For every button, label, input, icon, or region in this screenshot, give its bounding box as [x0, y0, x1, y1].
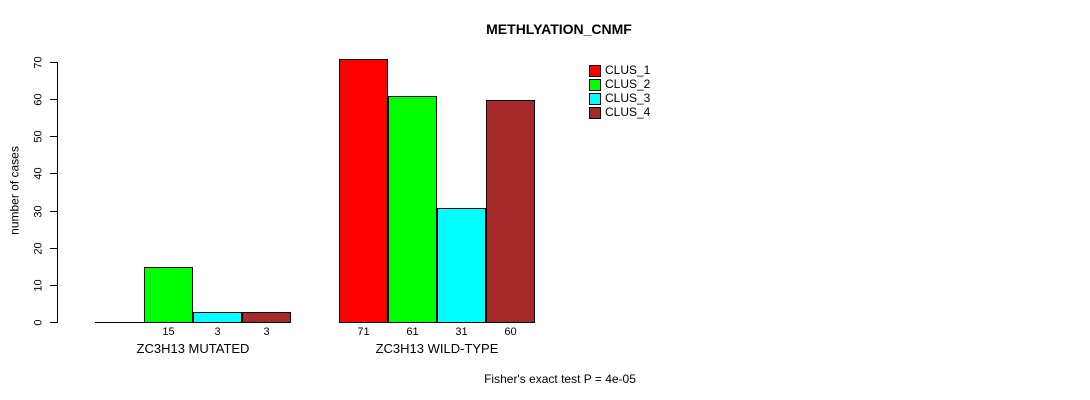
legend-label-clus-2: CLUS_2: [605, 77, 651, 91]
bar-value-label: 61: [406, 326, 419, 338]
y-axis-tick: [50, 322, 57, 323]
bar-clus-3-zc3h13-wild-type: [437, 208, 486, 323]
y-axis-tick-label: 50: [32, 130, 45, 143]
legend-swatch-clus-3: [589, 93, 601, 105]
y-axis-tick-label: 40: [32, 167, 45, 180]
x-group-label-zc3h13-mutated: ZC3H13 MUTATED: [136, 341, 250, 356]
legend-label-clus-3: CLUS_3: [605, 91, 651, 105]
y-axis-tick-label: 20: [32, 242, 45, 255]
bar-value-label: 60: [504, 326, 517, 338]
y-axis-tick-label: 60: [32, 93, 45, 106]
bar-clus-1-zc3h13-mutated: [95, 322, 144, 323]
y-axis-tick: [50, 248, 57, 249]
y-axis-tick: [50, 136, 57, 137]
y-axis-tick: [50, 285, 57, 286]
y-axis-tick-label: 70: [32, 56, 45, 69]
legend-label-clus-1: CLUS_1: [605, 63, 651, 77]
y-axis-tick-label: 30: [32, 205, 45, 218]
legend-swatch-clus-4: [589, 107, 601, 119]
bar-clus-2-zc3h13-wild-type: [388, 96, 437, 323]
bar-clus-2-zc3h13-mutated: [144, 267, 193, 323]
y-axis-tick: [50, 62, 57, 63]
legend-swatch-clus-2: [589, 79, 601, 91]
y-axis-tick: [50, 173, 57, 174]
bar-clus-4-zc3h13-wild-type: [486, 100, 535, 323]
y-axis-tick-label: 0: [32, 319, 45, 326]
bar-clus-3-zc3h13-mutated: [193, 312, 242, 323]
y-axis-tick: [50, 211, 57, 212]
annotation-fishers-exact-test: Fisher's exact test P = 4e-05: [484, 372, 636, 386]
x-group-label-zc3h13-wild-type: ZC3H13 WILD-TYPE: [375, 341, 499, 356]
bar-value-label: 15: [162, 326, 175, 338]
y-axis-tick-label: 10: [32, 279, 45, 292]
bar-clus-1-zc3h13-wild-type: [339, 59, 388, 323]
bar-value-label: 71: [357, 326, 370, 338]
bar-value-label: 3: [214, 326, 221, 338]
y-axis-label: number of cases: [7, 146, 22, 235]
legend-label-clus-4: CLUS_4: [605, 105, 651, 119]
legend-swatch-clus-1: [589, 65, 601, 77]
chart-title: METHLYATION_CNMF: [486, 21, 632, 37]
y-axis-line: [57, 62, 58, 323]
bar-value-label: 31: [455, 326, 468, 338]
bar-clus-4-zc3h13-mutated: [242, 312, 291, 323]
y-axis-tick: [50, 99, 57, 100]
bar-value-label: 3: [263, 326, 270, 338]
